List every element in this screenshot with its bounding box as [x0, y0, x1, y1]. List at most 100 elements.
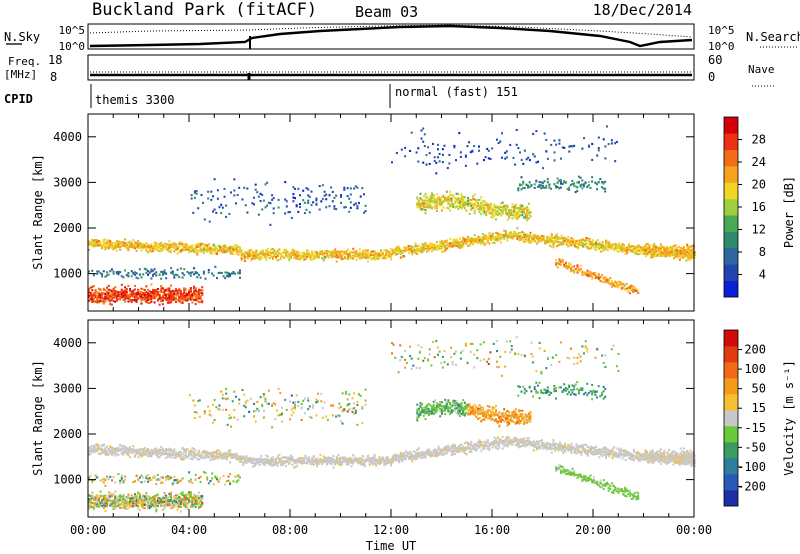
echo-cell: [125, 287, 128, 290]
echo-cell: [565, 238, 568, 241]
echo-cell: [550, 236, 553, 239]
echo-cell: [163, 294, 166, 297]
echo-cell: [452, 240, 455, 243]
echo-cell: [107, 294, 110, 297]
echo-cell: [646, 249, 649, 252]
echo-cell: [659, 249, 662, 252]
echo-cell: [201, 249, 204, 252]
colorbar-swatch: [724, 117, 738, 134]
echo-cell: [175, 454, 177, 457]
echo-cell: [152, 294, 154, 297]
echo-cell: [134, 450, 136, 453]
echo-cell: [432, 195, 435, 198]
echo-cell: [553, 139, 556, 142]
echo-cell: [519, 237, 522, 240]
echo-cell: [196, 249, 199, 252]
echo-cell: [199, 289, 202, 292]
echo-cell: [520, 188, 523, 191]
echo-cell: [350, 257, 353, 260]
echo-cell: [558, 179, 561, 182]
echo-cell: [134, 243, 136, 246]
echo-cell: [419, 247, 422, 250]
echo-cell: [196, 299, 199, 302]
echo-cell: [181, 458, 184, 461]
echo-cell: [196, 298, 199, 301]
echo-cell: [97, 301, 100, 304]
echo-cell: [527, 237, 530, 240]
echo-cell: [408, 245, 410, 248]
echo-cell: [122, 298, 125, 301]
echo-cell: [186, 299, 189, 302]
echo-cell: [391, 248, 394, 251]
echo-cell: [245, 252, 248, 255]
echo-cell: [227, 275, 230, 278]
echo-cell: [303, 201, 306, 204]
echo-cell: [522, 162, 525, 165]
echo-cell: [521, 231, 524, 234]
echo-cell: [178, 292, 181, 295]
echo-cell: [606, 280, 608, 283]
velocity-heatmap: [88, 336, 696, 513]
echo-cell: [521, 206, 524, 209]
echo-cell: [608, 241, 611, 244]
echo-cell: [96, 443, 99, 446]
echo-cell: [291, 252, 294, 255]
echo-cell: [370, 254, 373, 257]
echo-cell: [340, 256, 343, 259]
echo-cell: [189, 298, 192, 301]
echo-cell: [232, 454, 235, 457]
echo-cell: [614, 245, 617, 248]
echo-cell: [391, 253, 394, 256]
echo-cell: [91, 448, 94, 451]
echo-cell: [533, 155, 536, 158]
echo-cell: [199, 242, 202, 245]
freq-left-tick-bottom: 8: [50, 70, 57, 84]
echo-cell: [178, 250, 181, 253]
echo-cell: [140, 291, 143, 294]
echo-cell: [166, 299, 169, 302]
echo-cell: [170, 297, 173, 300]
echo-cell: [472, 198, 475, 201]
echo-cell: [134, 273, 136, 276]
echo-cell: [463, 240, 466, 243]
echo-cell: [107, 239, 110, 242]
echo-cell: [501, 235, 504, 238]
echo-cell: [439, 247, 442, 250]
echo-cell: [496, 235, 499, 238]
echo-cell: [245, 256, 248, 259]
echo-cell: [485, 235, 488, 238]
echo-cell: [650, 252, 653, 255]
echo-cell: [158, 297, 161, 300]
echo-cell: [225, 453, 228, 456]
echo-cell: [470, 202, 473, 205]
echo-cell: [156, 451, 159, 454]
echo-cell: [143, 267, 146, 270]
echo-cell: [564, 181, 567, 184]
echo-cell: [648, 245, 651, 248]
echo-cell: [569, 145, 572, 148]
echo-cell: [628, 244, 630, 247]
echo-cell: [143, 299, 146, 302]
echo-cell: [628, 248, 630, 251]
echo-cell: [520, 184, 523, 187]
y-tick-label: 2000: [53, 221, 82, 235]
echo-cell: [188, 451, 191, 454]
echo-cell: [173, 293, 176, 296]
echo-cell: [160, 296, 163, 299]
echo-cell: [94, 244, 97, 247]
echo-cell: [435, 248, 438, 251]
echo-cell: [602, 181, 605, 184]
echo-cell: [307, 253, 310, 256]
echo-cell: [452, 238, 455, 241]
echo-cell: [194, 271, 197, 274]
echo-cell: [176, 268, 179, 271]
echo-cell: [512, 156, 515, 159]
echo-cell: [297, 210, 300, 213]
echo-cell: [352, 247, 355, 250]
echo-cell: [417, 249, 420, 252]
echo-cell: [399, 250, 402, 253]
echo-cell: [138, 273, 141, 276]
echo-cell: [178, 299, 181, 302]
echo-cell: [198, 297, 200, 300]
power-heatmap: [88, 125, 696, 306]
